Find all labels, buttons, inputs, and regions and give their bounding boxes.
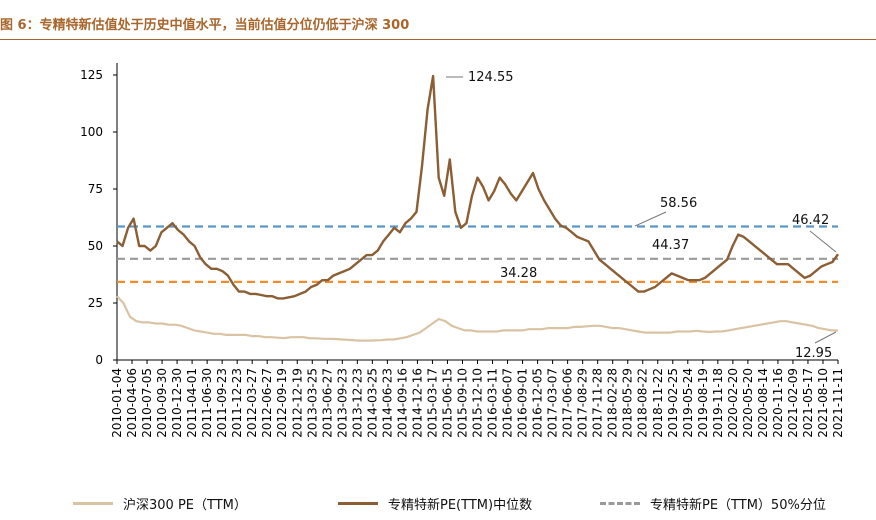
x-tick-label: 2011-12-23 [230,368,244,438]
x-tick-label: 2013-09-23 [335,368,349,438]
title-underline [0,39,876,40]
x-tick-label: 2010-07-05 [140,368,154,438]
legend-label-pct50: 专精特新PE（TTM）50%分位 [650,498,826,513]
x-tick-label: 2021-02-09 [786,368,800,438]
reference-line-label: 34.28 [500,266,537,281]
x-tick-label: 2020-08-14 [756,368,770,438]
x-tick-label: 2011-04-01 [185,368,199,438]
x-tick-label: 2017-06-06 [561,368,575,438]
x-tick-label: 2019-11-18 [711,368,725,438]
x-tick-label: 2021-11-11 [831,368,845,438]
series-line-hs300 [116,295,839,342]
annotation-label: 124.55 [468,70,514,85]
x-tick-label: 2020-11-16 [771,368,785,438]
annotation-leader [809,230,837,253]
x-tick-label: 2016-03-11 [486,368,500,438]
x-tick-label: 2012-06-27 [260,368,274,438]
x-tick-label: 2016-06-07 [501,368,515,438]
x-tick-label: 2010-09-30 [155,368,169,438]
legend-swatch-median [338,502,378,505]
annotation-leader [814,331,837,344]
y-tick-label: 75 [88,182,103,196]
x-tick-label: 2016-09-01 [516,368,530,438]
y-tick-label: 25 [88,296,103,310]
x-tick-label: 2019-05-24 [681,368,695,438]
x-tick-label: 2019-02-25 [666,368,680,438]
annotation-label: 12.95 [795,346,832,361]
legend-label-median: 专精特新PE(TTM)中位数 [388,498,533,513]
x-tick-label: 2011-09-23 [215,368,229,438]
x-tick-label: 2013-03-25 [305,368,319,438]
legend-item-median: 专精特新PE(TTM)中位数 [338,494,532,513]
x-tick-label: 2018-02-28 [606,368,620,438]
reference-line-label: 58.56 [660,196,697,211]
x-tick-label: 2017-03-07 [546,368,560,438]
x-tick-label: 2013-06-27 [320,368,334,438]
x-tick-label: 2010-04-06 [125,368,139,438]
x-tick-label: 2015-09-10 [455,368,469,438]
y-tick-label: 100 [80,125,103,139]
legend-swatch-hs300 [73,502,113,505]
x-tick-label: 2018-05-29 [621,368,635,438]
x-tick-label: 2010-01-04 [110,368,124,438]
x-tick-label: 2018-08-22 [636,368,650,438]
x-tick-label: 2015-06-15 [440,368,454,438]
legend-item-hs300: 沪深300 PE（TTM） [73,494,247,513]
x-tick-label: 2012-12-19 [290,368,304,438]
x-tick-label: 2014-03-25 [365,368,379,438]
series-line-median [116,74,839,300]
x-tick-label: 2020-02-20 [726,368,740,438]
x-tick-label: 2021-08-10 [816,368,830,438]
annotation-label: 46.42 [792,213,829,228]
chart-title: 图 6：专精特新估值处于历史中值水平，当前估值分位仍低于沪深 300 [0,18,410,33]
x-tick-label: 2014-12-16 [410,368,424,438]
x-tick-label: 2017-08-29 [576,368,590,438]
reference-line-label: 44.37 [652,238,689,253]
x-tick-label: 2010-12-30 [170,368,184,438]
x-tick-label: 2020-05-20 [741,368,755,438]
x-tick-label: 2018-11-22 [651,368,665,438]
x-tick-label: 2012-03-27 [245,368,259,438]
reference-label-leader [634,211,667,227]
x-tick-label: 2014-09-16 [395,368,409,438]
x-tick-label: 2015-03-17 [425,368,439,438]
x-tick-label: 2016-12-05 [531,368,545,438]
legend-item-pct50: 专精特新PE（TTM）50%分位 [600,494,826,513]
x-tick-label: 2017-11-28 [591,368,605,438]
y-tick-label: 0 [95,353,103,367]
legend-swatch-pct50 [600,502,640,505]
x-tick-label: 2019-08-19 [696,368,710,438]
x-tick-label: 2015-12-10 [471,368,485,438]
y-tick-label: 50 [88,239,103,253]
x-tick-label: 2011-06-30 [200,368,214,438]
x-tick-label: 2012-09-19 [275,368,289,438]
legend-label-hs300: 沪深300 PE（TTM） [123,498,247,513]
x-tick-label: 2021-05-17 [801,368,815,438]
x-tick-label: 2013-12-23 [350,368,364,438]
legend: 沪深300 PE（TTM） 专精特新PE(TTM)中位数 专精特新PE（TTM）… [0,494,876,516]
y-tick-label: 125 [80,68,103,82]
x-tick-label: 2014-06-23 [380,368,394,438]
